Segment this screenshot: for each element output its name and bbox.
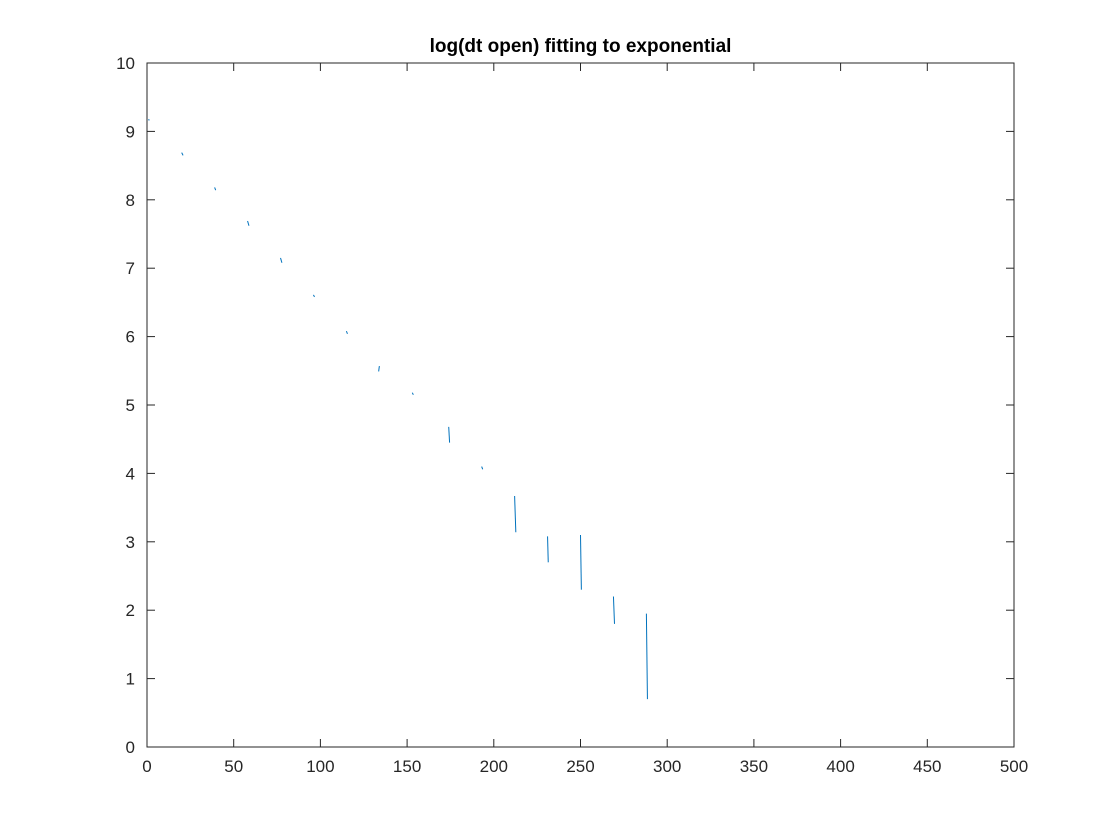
x-tick-label: 400 [826,757,854,776]
y-tick-label: 2 [126,601,135,620]
series-segment [547,536,549,563]
x-tick-label: 450 [913,757,941,776]
y-tick-label: 0 [126,738,135,757]
x-tick-label: 300 [653,757,681,776]
y-tick-label: 1 [126,670,135,689]
x-tick-label: 200 [480,757,508,776]
series-segment [280,257,283,263]
series-segment [181,152,184,156]
series-segment [411,392,414,395]
chart-title: log(dt open) fitting to exponential [430,36,732,57]
x-tick-label: 50 [224,757,243,776]
y-tick-label: 7 [126,259,135,278]
x-tick-label: 150 [393,757,421,776]
x-tick-label: 500 [1000,757,1028,776]
series-segment [514,495,517,533]
series-segment [645,613,648,700]
x-tick-label: 100 [306,757,334,776]
axes-background [147,63,1014,747]
series-segment [481,466,484,470]
x-tick-label: 250 [566,757,594,776]
series-segment [247,220,250,226]
series-segment [612,596,615,624]
series-segment [345,330,348,335]
series-segment [214,187,217,191]
y-tick-label: 8 [126,191,135,210]
y-tick-label: 9 [126,122,135,141]
x-tick-label: 0 [142,757,151,776]
y-tick-label: 3 [126,533,135,552]
x-axis-ticks: 0 50 100 150 200 250 300 350 400 450 500 [142,63,1028,776]
series-segment [313,294,315,298]
y-tick-label: 5 [126,396,135,415]
y-axis-ticks: 0 1 2 3 4 5 6 7 8 9 10 [116,54,1014,757]
series-segment [580,534,582,590]
series-segment [448,426,451,443]
y-tick-label: 10 [116,54,135,73]
series-layer [148,118,648,700]
y-tick-label: 4 [126,464,135,483]
series-segment [378,365,380,372]
x-tick-label: 350 [740,757,768,776]
y-tick-label: 6 [126,328,135,347]
